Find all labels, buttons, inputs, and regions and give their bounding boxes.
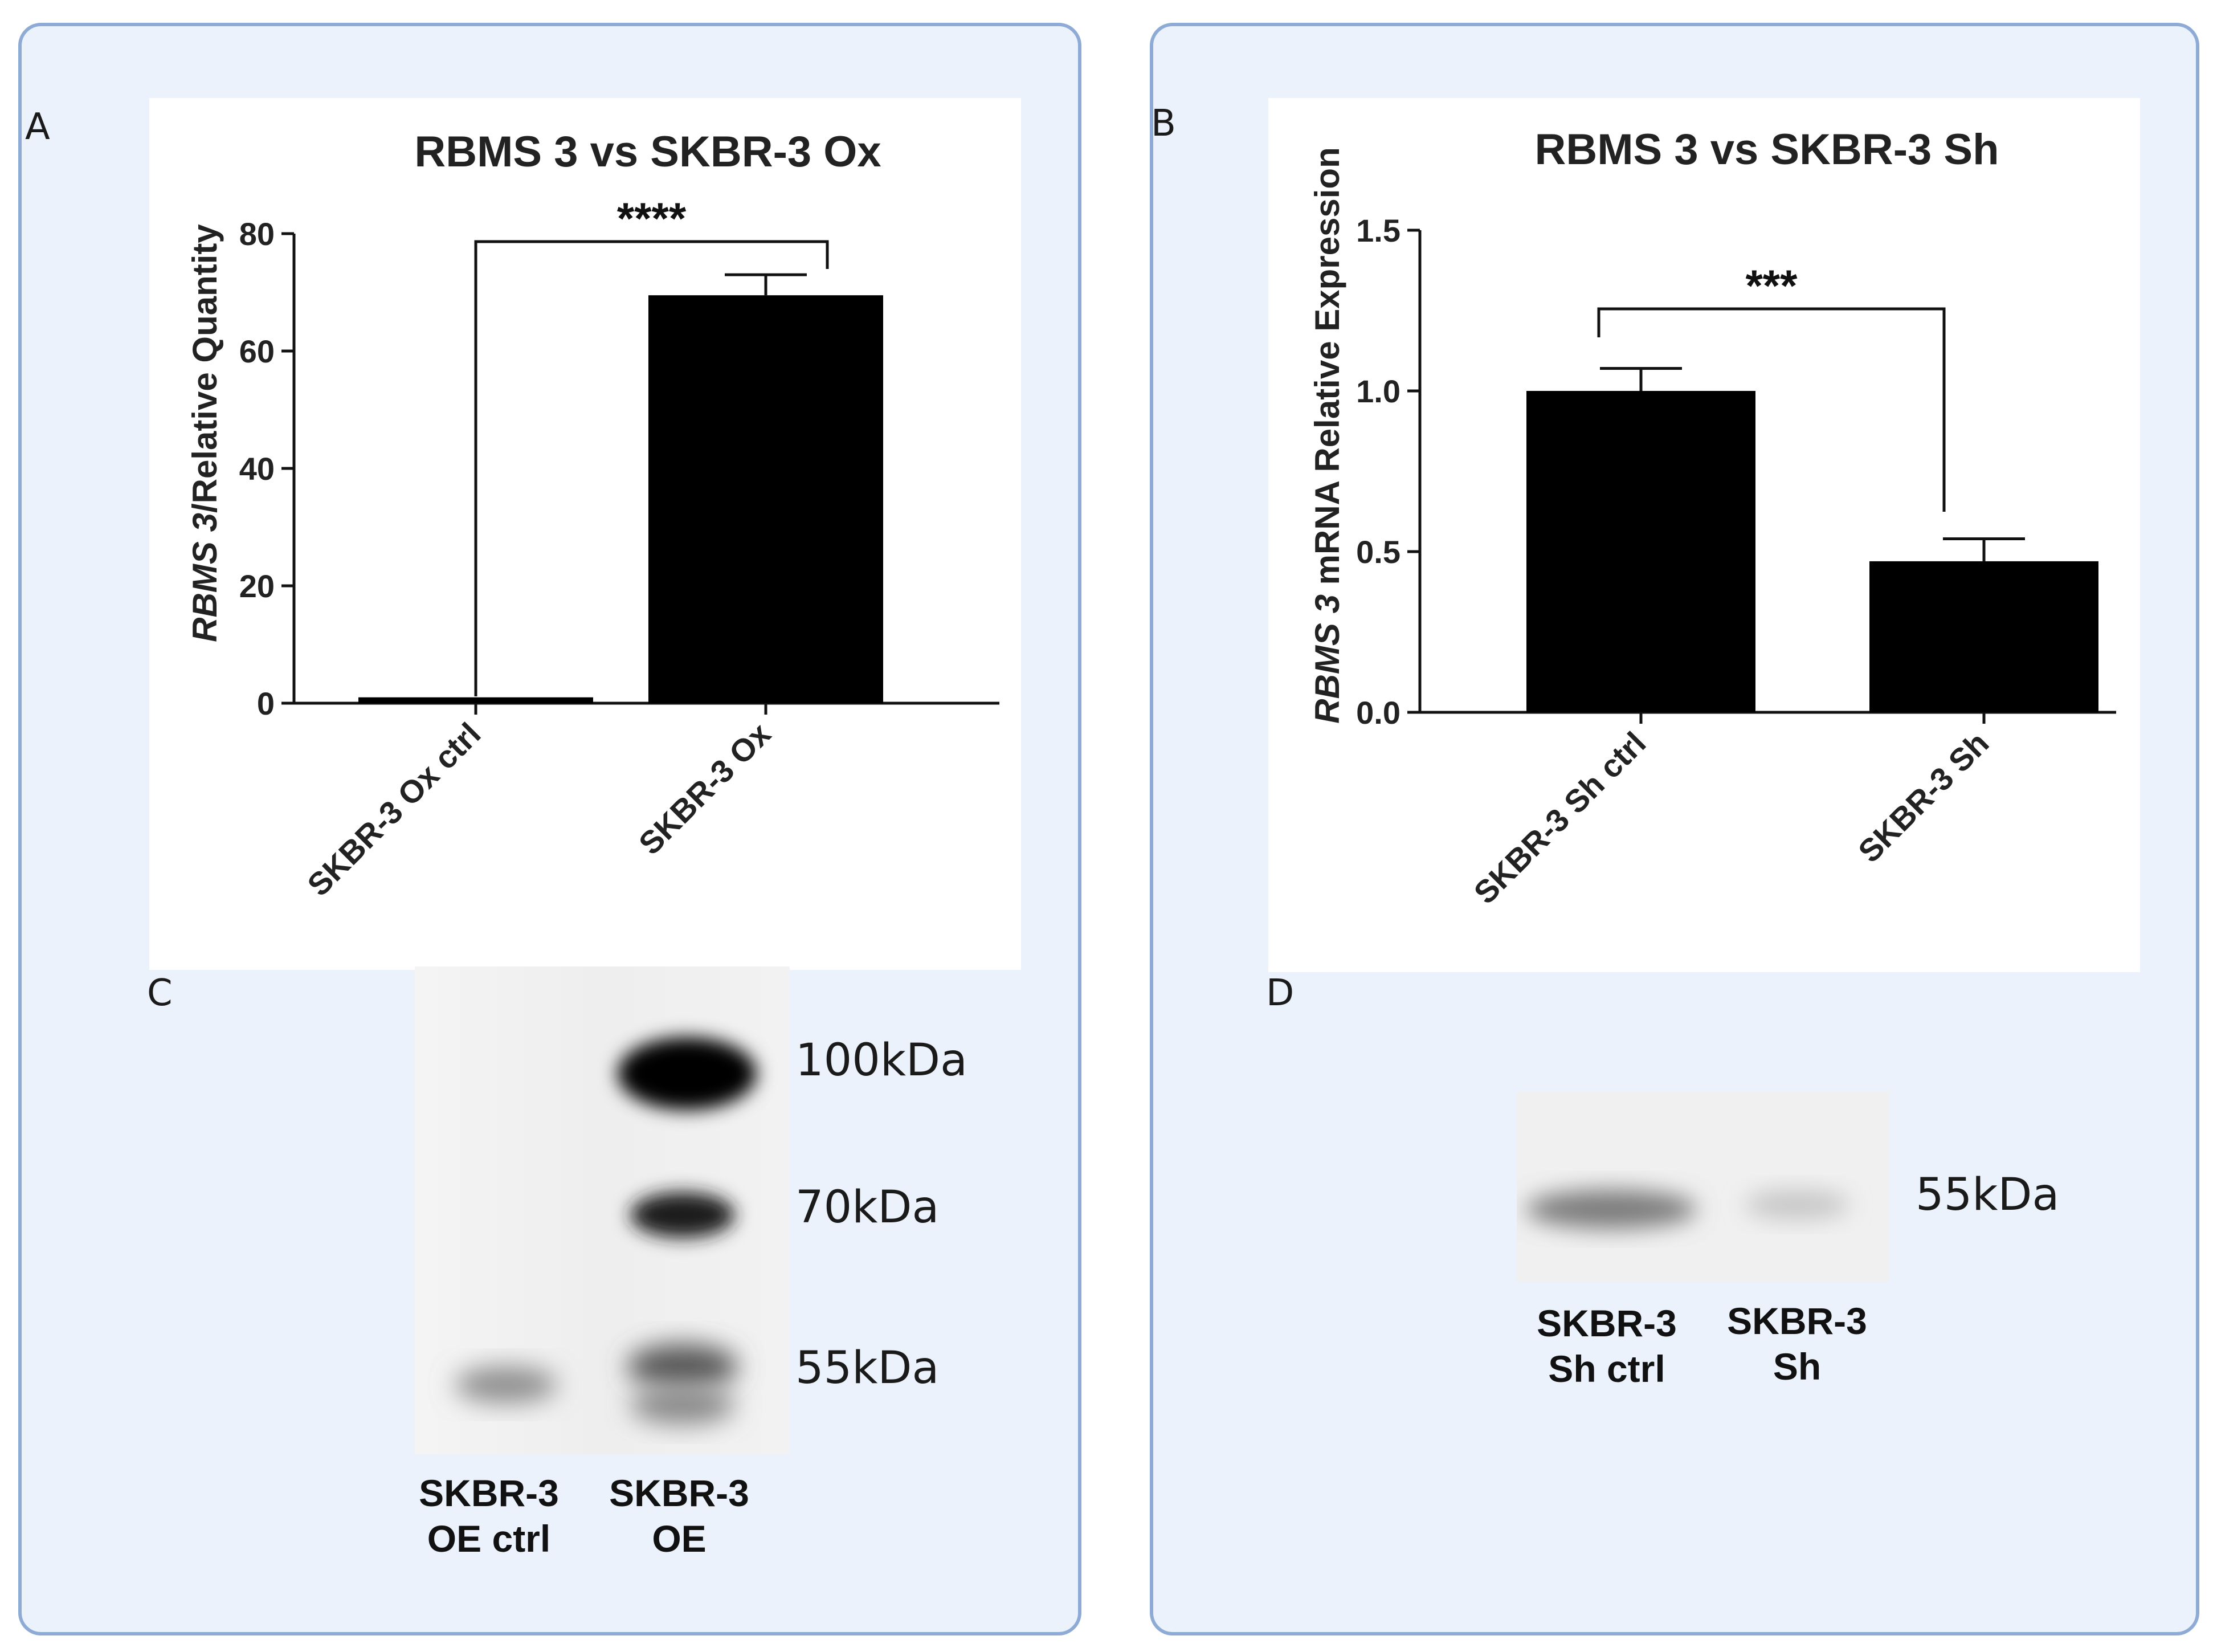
blot-d-lane-label-sh: SKBR-3 Sh xyxy=(1712,1298,1883,1389)
chart-b-category-label: SKBR-3 Sh xyxy=(1851,725,1996,870)
chart-b-y-tick-label: 0.5 xyxy=(1356,534,1401,570)
chart-a-bar xyxy=(648,295,883,703)
chart-b: RBMS 3 vs SKBR-3 Sh RBMS 3 mRNA Relative… xyxy=(1308,125,2116,911)
western-blot-d xyxy=(1517,1092,1889,1282)
chart-b-bar xyxy=(1526,391,1755,712)
blot-c-band-55kda-oe xyxy=(627,1344,738,1389)
blot-d-lane-sh-line1: SKBR-3 xyxy=(1727,1300,1867,1342)
chart-a-significance-bracket xyxy=(474,240,829,696)
blot-c-band-100kda xyxy=(618,1037,757,1110)
chart-b-bar xyxy=(1869,561,2098,712)
blot-c-lane-oe-line2: OE xyxy=(652,1518,707,1560)
panel-letter-a: A xyxy=(25,106,50,148)
blot-c-lane-label-ctrl: SKBR-3 OE ctrl xyxy=(403,1470,574,1561)
svg-text:RBMS 3/Relative Quantity: RBMS 3/Relative Quantity xyxy=(186,224,224,642)
blot-d-lane-ctrl-line2: Sh ctrl xyxy=(1548,1348,1665,1390)
blot-d-band-ctrl xyxy=(1526,1190,1697,1229)
chart-b-y-tick-label: 0.0 xyxy=(1356,695,1401,731)
chart-b-ylabel-gene: RBMS 3 xyxy=(1308,594,1346,724)
chart-a-category-label: SKBR-3 Ox ctrl xyxy=(300,716,487,903)
chart-b-y-tick-label: 1.5 xyxy=(1356,213,1401,248)
chart-a-ylabel-rest: /Relative Quantity xyxy=(186,224,224,513)
blot-c-lane-ctrl-line2: OE ctrl xyxy=(427,1518,551,1560)
chart-a-y-tick-label: 60 xyxy=(239,333,275,369)
western-blot-c xyxy=(415,966,790,1454)
panel-letter-c: C xyxy=(147,972,173,1014)
chart-b-y-tick-label: 1.0 xyxy=(1356,373,1401,409)
chart-b-ylabel-rest: mRNA Relative Expression xyxy=(1308,147,1346,594)
blot-d-marker-55kda: 55kDa xyxy=(1916,1169,2060,1221)
blot-d-membrane xyxy=(1517,1092,1889,1282)
blot-c-lane-label-oe: SKBR-3 OE xyxy=(594,1470,765,1561)
chart-b-significance-bracket xyxy=(1597,307,1946,512)
blot-c-band-70kda xyxy=(630,1192,735,1238)
svg-text:RBMS 3 mRNA Relative Expressio: RBMS 3 mRNA Relative Expression xyxy=(1308,147,1346,723)
blot-c-band-55kda-ctrl xyxy=(455,1367,557,1403)
panel-letter-d: D xyxy=(1266,972,1295,1014)
blot-d-lane-sh-line2: Sh xyxy=(1773,1345,1822,1388)
blot-c-marker-55kda: 55kDa xyxy=(795,1343,940,1394)
blot-c-lane-ctrl-line1: SKBR-3 xyxy=(419,1472,559,1514)
chart-b-title: RBMS 3 vs SKBR-3 Sh xyxy=(1534,125,1999,174)
blot-c-band-smear-oe xyxy=(630,1386,735,1425)
chart-a-bar xyxy=(358,697,593,703)
chart-a-y-tick-label: 0 xyxy=(257,686,275,721)
chart-a-category-label: SKBR-3 Ox xyxy=(632,716,778,862)
blot-c-marker-100kda: 100kDa xyxy=(795,1035,967,1086)
chart-a: RBMS 3 vs SKBR-3 Ox RBMS 3/Relative Quan… xyxy=(186,128,999,903)
chart-b-category-label: SKBR-3 Sh ctrl xyxy=(1467,725,1652,911)
panel-letter-b: B xyxy=(1151,103,1176,145)
chart-a-y-tick-label: 40 xyxy=(239,451,275,487)
blot-c-lane-oe-line1: SKBR-3 xyxy=(609,1472,749,1514)
chart-a-y-tick-label: 20 xyxy=(239,568,275,604)
chart-b-significance-stars: *** xyxy=(1745,260,1798,311)
chart-a-y-tick-label: 80 xyxy=(239,216,275,252)
blot-d-lane-ctrl-line1: SKBR-3 xyxy=(1537,1302,1677,1344)
chart-a-significance-stars: **** xyxy=(617,193,687,243)
blot-d-band-sh xyxy=(1745,1190,1849,1219)
chart-a-ylabel-gene: RBMS 3 xyxy=(186,513,224,642)
blot-c-marker-70kda: 70kDa xyxy=(795,1182,940,1233)
chart-a-title: RBMS 3 vs SKBR-3 Ox xyxy=(414,128,881,176)
chart-a-y-axis-title: RBMS 3/Relative Quantity xyxy=(186,224,224,642)
blot-d-lane-label-ctrl: SKBR-3 Sh ctrl xyxy=(1521,1300,1692,1392)
chart-b-y-axis-title: RBMS 3 mRNA Relative Expression xyxy=(1308,147,1346,723)
